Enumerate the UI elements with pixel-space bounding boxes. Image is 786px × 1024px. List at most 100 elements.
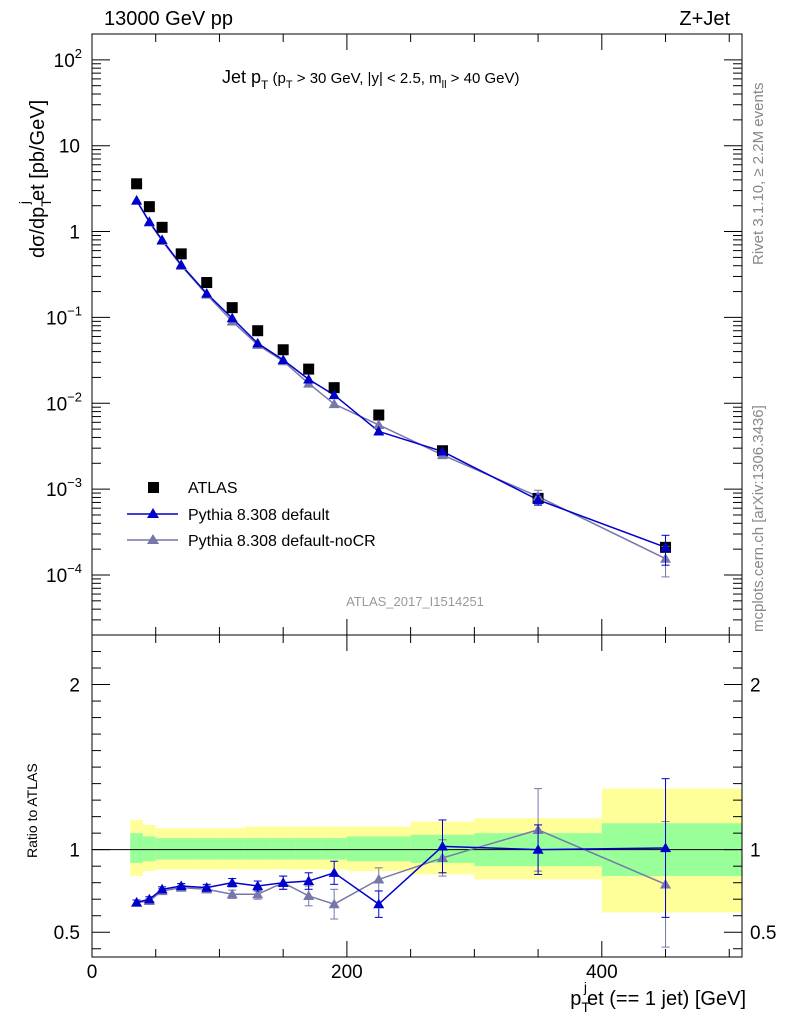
ratio-band-green xyxy=(219,838,245,860)
ratio-y-tick-label: 0.5 xyxy=(54,923,80,944)
atlas-data-point xyxy=(143,201,155,213)
legend-label-nocr: Pythia 8.308 default-noCR xyxy=(188,533,376,550)
ratio-point-default xyxy=(131,897,143,907)
main-point-default xyxy=(328,389,340,400)
main-y-tick-label: 10−2 xyxy=(46,389,82,415)
ratio-y-tick-label-right: 1 xyxy=(750,841,761,862)
main-point-default xyxy=(143,216,155,226)
ratio-point-default xyxy=(156,883,168,894)
ratio-band-green xyxy=(193,838,220,860)
legend-marker-nocr xyxy=(147,534,159,544)
header-right: Z+Jet xyxy=(679,8,730,30)
ratio-point-default xyxy=(436,840,448,851)
ratio-point-default xyxy=(532,844,544,854)
main-point-default xyxy=(303,373,315,384)
ratio-point-default xyxy=(175,880,187,891)
ratio-point-default xyxy=(373,898,385,909)
ratio-plot-frame xyxy=(91,634,743,958)
main-y-tick-label: 102 xyxy=(54,46,82,72)
ratio-band-green xyxy=(244,838,271,860)
main-point-default xyxy=(252,337,264,348)
main-point-default xyxy=(226,312,238,323)
main-y-tick-label: 10−3 xyxy=(46,475,82,501)
ratio-band-green xyxy=(130,833,143,863)
main-point-default xyxy=(660,541,672,552)
main-series xyxy=(131,178,672,578)
ratio-point-nocr xyxy=(328,898,340,909)
ratio-y-tick-label-right: 0.5 xyxy=(750,923,776,944)
legend-item-nocr: Pythia 8.308 default-noCR xyxy=(127,533,376,550)
main-point-default xyxy=(373,425,385,436)
main-y-tick-label: 10−1 xyxy=(46,303,82,329)
ratio-point-nocr xyxy=(226,888,238,899)
atlas-data-point xyxy=(373,409,385,421)
atlas-data-point xyxy=(226,302,238,314)
ratio-band-green xyxy=(270,838,296,860)
main-point-default xyxy=(175,259,187,269)
atlas-data-point xyxy=(201,277,213,289)
legend-label-atlas: ATLAS xyxy=(188,480,238,497)
ratio-axis-ticks: 0.5 0.5 1 1 2 2 0 200 400 xyxy=(54,635,776,983)
ratio-band-green xyxy=(321,838,347,860)
atlas-data-point xyxy=(328,382,340,394)
ratio-point-default xyxy=(303,875,315,886)
main-line-nocr xyxy=(135,200,666,560)
ratio-point-default xyxy=(143,893,155,904)
main-point-default xyxy=(131,195,143,205)
ratio-point-nocr xyxy=(303,890,315,901)
atlas-data-point xyxy=(156,221,168,233)
atlas-data-point xyxy=(252,325,264,337)
mcplots-label: mcplots.cern.ch [arXiv:1306.3436] xyxy=(750,405,767,632)
ratio-band-green xyxy=(142,836,156,862)
atlas-data-point xyxy=(131,178,143,190)
x-tick-label: 0 xyxy=(87,962,98,983)
main-point-nocr xyxy=(373,419,385,430)
legend-item-atlas: ATLAS xyxy=(148,480,238,497)
ratio-point-default xyxy=(277,877,289,887)
ratio-point-default xyxy=(660,842,672,853)
ratio-point-default xyxy=(252,880,264,891)
ratio-y-tick-label: 1 xyxy=(69,841,80,862)
ratio-series xyxy=(131,778,672,948)
ratio-band-green xyxy=(168,838,194,860)
legend-marker-default xyxy=(147,508,159,518)
x-tick-label: 200 xyxy=(331,962,363,983)
ratio-band-green xyxy=(346,836,411,862)
plot-title: Jet pT (pT > 30 GeV, |y| < 2.5, mll > 40… xyxy=(222,67,519,92)
ratio-point-default xyxy=(328,867,340,877)
x-tick-label: 400 xyxy=(586,962,618,983)
ratio-y-tick-label-right: 2 xyxy=(750,676,761,697)
ratio-y-axis-label: Ratio to ATLAS xyxy=(24,763,40,858)
atlas-data-point xyxy=(303,363,315,375)
x-axis-label: pTjet (== 1 jet) [GeV] xyxy=(570,979,746,1015)
main-point-default xyxy=(277,354,289,365)
legend-label-default: Pythia 8.308 default xyxy=(188,507,330,524)
main-point-default xyxy=(201,287,213,298)
main-point-default xyxy=(156,234,168,245)
ratio-y-tick-label: 2 xyxy=(69,676,80,697)
ratio-line-default xyxy=(136,845,666,906)
ratio-point-default xyxy=(226,877,238,887)
main-y-tick-label: 10−4 xyxy=(46,561,82,587)
main-y-tick-label: 10 xyxy=(59,137,80,158)
main-point-default xyxy=(532,494,544,504)
analysis-id-label: ATLAS_2017_I1514251 xyxy=(346,594,484,609)
ratio-point-nocr xyxy=(252,888,264,899)
ratio-band-green xyxy=(295,838,322,860)
legend-item-default: Pythia 8.308 default xyxy=(127,507,330,524)
header-left: 13000 GeV pp xyxy=(104,8,233,30)
atlas-data-point xyxy=(175,248,187,260)
legend: ATLAS Pythia 8.308 default Pythia 8.308 … xyxy=(127,480,376,550)
main-plot-panel: 10−4 10−3 10−2 10−1 1 10 102 Jet pT (pT > 30 G… xyxy=(16,33,743,636)
main-point-default xyxy=(436,445,448,456)
ratio-band-green xyxy=(155,838,169,860)
legend-marker-atlas xyxy=(148,482,159,493)
main-point-nocr xyxy=(328,398,340,409)
ratio-uncertainty-bands xyxy=(130,788,742,913)
main-y-tick-label: 1 xyxy=(69,223,80,244)
ratio-plot-panel: 0.5 0.5 1 1 2 2 0 200 400 Ratio to ATLAS pTjet (… xyxy=(24,634,776,1015)
main-y-axis-label: dσ/dpTjet [pb/GeV] xyxy=(16,100,54,258)
ratio-point-nocr xyxy=(373,873,385,884)
atlas-data-point xyxy=(277,344,289,356)
